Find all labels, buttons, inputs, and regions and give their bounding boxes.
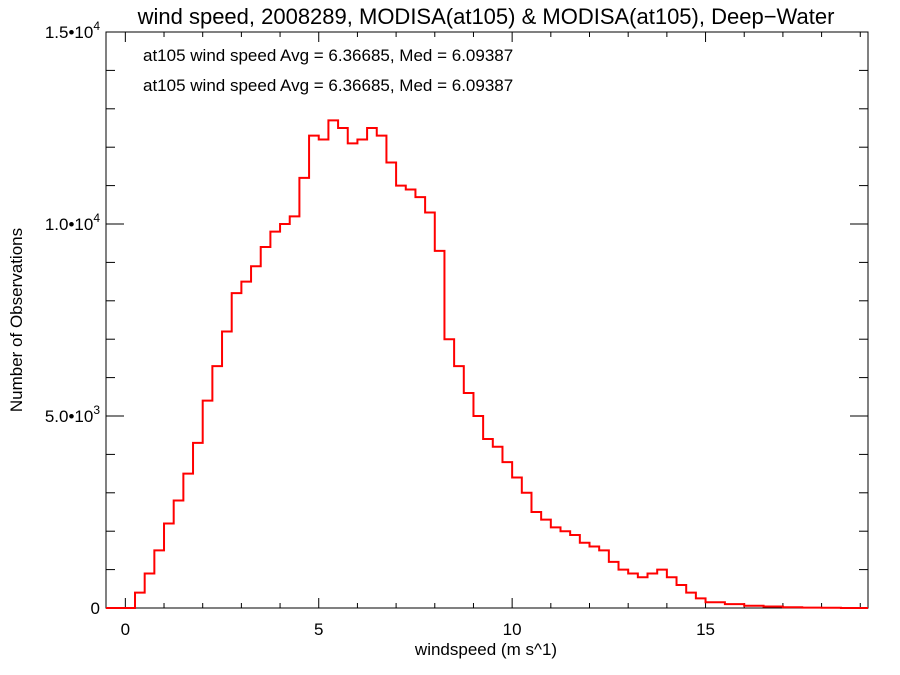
chart-title: wind speed, 2008289, MODISA(at105) & MOD…	[137, 4, 835, 29]
x-tick-label: 15	[696, 620, 715, 639]
y-axis-label: Number of Observations	[7, 228, 26, 412]
x-tick-label: 10	[503, 620, 522, 639]
y-tick-label: 1.5•104	[45, 19, 101, 42]
series-0-line	[106, 119, 868, 609]
plot-frame	[105, 31, 869, 609]
x-tick-label: 5	[314, 620, 323, 639]
y-tick-label: 1.0•104	[45, 211, 101, 234]
x-axis-ticks: 0 5 10 15	[121, 32, 861, 639]
x-tick-label: 0	[121, 620, 130, 639]
y-axis-ticks: 0 5.0•103 1.0•104 1.5•104	[45, 19, 868, 618]
y-tick-label: 0	[91, 599, 100, 618]
x-axis-label: windspeed (m s^1)	[414, 640, 557, 659]
y-tick-label: 5.0•103	[45, 403, 101, 426]
annotation-black-stats: at105 wind speed Avg = 6.36685, Med = 6.…	[143, 46, 513, 65]
annotation-red-stats: at105 wind speed Avg = 6.36685, Med = 6.…	[143, 76, 513, 95]
